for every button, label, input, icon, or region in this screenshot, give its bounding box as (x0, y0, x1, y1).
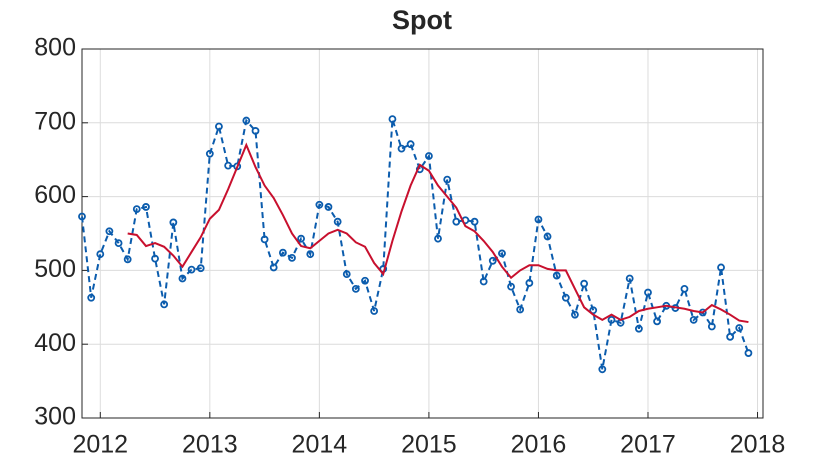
data-point (534, 215, 543, 224)
data-point (406, 140, 415, 149)
data-point (479, 277, 488, 286)
data-point (242, 116, 251, 125)
data-point (178, 274, 187, 283)
data-point (196, 264, 205, 273)
x-tick-label: 2017 (620, 431, 676, 459)
data-point (589, 306, 598, 315)
data-point (561, 293, 570, 302)
data-point (552, 271, 561, 280)
data-point (680, 284, 689, 293)
data-point (571, 310, 579, 319)
data-point (123, 255, 132, 264)
data-point (507, 282, 515, 291)
data-point (744, 349, 753, 357)
data-point (525, 279, 534, 287)
data-point (634, 324, 643, 333)
plot-frame (81, 48, 764, 419)
data-point (717, 263, 725, 272)
data-point (215, 122, 223, 131)
data-point (251, 127, 260, 135)
data-point (278, 248, 287, 257)
data-point (87, 293, 96, 302)
series-line (81, 118, 750, 370)
data-point (160, 300, 169, 309)
y-tick-label: 600 (34, 181, 76, 209)
data-point (653, 317, 661, 326)
data-point (516, 305, 525, 314)
data-point (342, 270, 351, 278)
data-point (735, 324, 744, 332)
data-point (187, 265, 196, 274)
data-point (726, 332, 735, 341)
data-point (132, 205, 141, 214)
data-point (224, 161, 233, 170)
data-point (397, 144, 406, 153)
data-point (644, 288, 652, 297)
data-point (625, 274, 634, 283)
series-line (127, 142, 749, 324)
data-point (288, 253, 296, 262)
chart-title: Spot (392, 5, 452, 35)
data-point (269, 263, 278, 272)
x-tick-label: 2015 (401, 431, 457, 459)
y-tick-label: 400 (34, 329, 76, 357)
data-point (543, 232, 552, 241)
data-point (333, 217, 342, 226)
y-tick-label: 800 (34, 34, 76, 62)
data-point (498, 249, 506, 258)
data-point (361, 276, 369, 285)
data-point (707, 322, 716, 331)
data-point (105, 227, 114, 236)
y-tick-label: 300 (34, 403, 76, 431)
data-point (142, 203, 150, 211)
data-point (580, 279, 589, 288)
data-point (351, 284, 360, 293)
data-point (452, 217, 461, 226)
data-point (388, 115, 397, 124)
data-point (443, 175, 452, 184)
x-tick-label: 2016 (511, 431, 567, 459)
data-point (324, 203, 333, 211)
data-point (370, 307, 379, 315)
data-point (169, 218, 178, 227)
data-point (488, 256, 497, 265)
x-tick-label: 2018 (730, 431, 786, 459)
data-point (607, 315, 616, 324)
data-point (260, 235, 269, 244)
y-tick-label: 700 (34, 107, 76, 135)
data-point (205, 149, 214, 158)
data-point (114, 239, 123, 247)
x-tick-label: 2012 (72, 431, 128, 459)
data-point (151, 254, 159, 263)
data-point (297, 234, 305, 243)
x-tick-label: 2013 (182, 431, 238, 459)
data-point (315, 200, 324, 209)
data-point (425, 152, 433, 160)
data-point (689, 315, 698, 324)
data-point (96, 250, 105, 259)
y-tick-label: 500 (34, 255, 76, 283)
data-point (434, 234, 442, 243)
data-point (470, 217, 479, 226)
x-tick-label: 2014 (292, 431, 348, 459)
data-point (78, 212, 86, 221)
data-point (598, 365, 607, 374)
data-point (306, 250, 315, 259)
